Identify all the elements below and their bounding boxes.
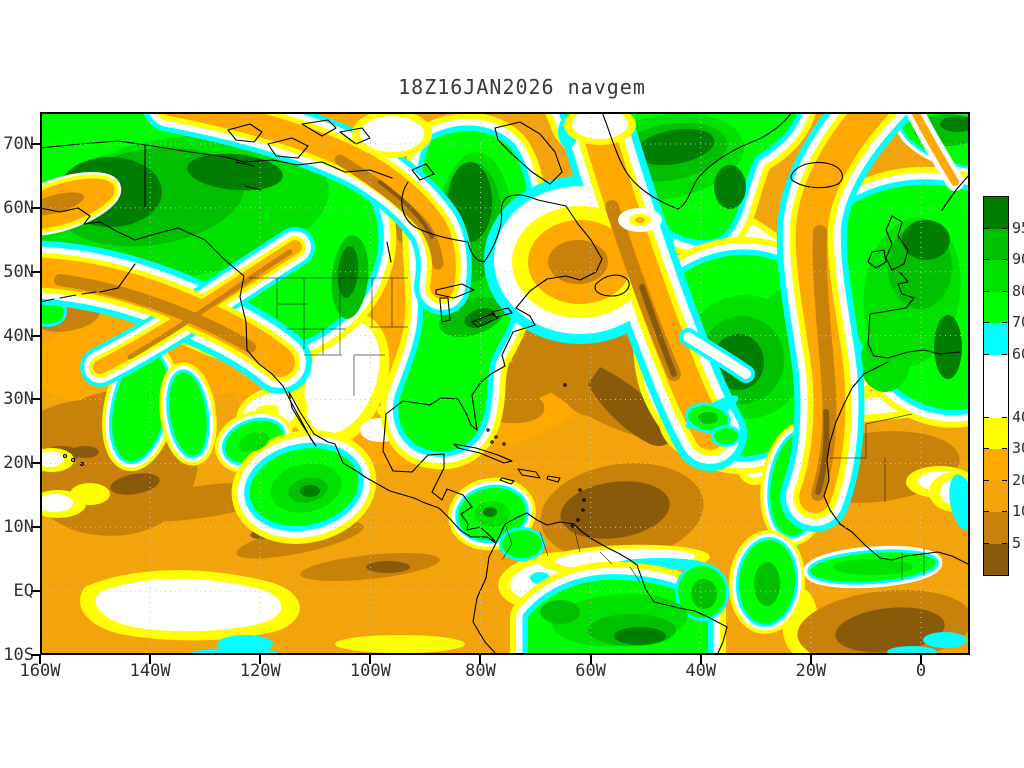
lat-tick-mark xyxy=(31,334,40,337)
lat-tick-mark xyxy=(31,206,40,209)
colorbar-boundary-tick xyxy=(984,322,989,323)
lon-tick-label: 20W xyxy=(795,661,827,681)
colorbar-boundary-tick xyxy=(1002,479,1007,481)
colorbar-label: 70 xyxy=(1012,313,1024,331)
lon-tick-mark xyxy=(699,655,702,664)
colorbar-boundary-tick xyxy=(984,448,989,449)
lat-tick-label: 10S xyxy=(3,645,34,665)
lat-tick-mark xyxy=(31,142,40,145)
colorbar-boundary-tick xyxy=(1002,353,1007,355)
lon-tick-label: 80W xyxy=(465,661,496,681)
colorbar-boundary-tick xyxy=(1002,542,1007,544)
lon-tick-mark xyxy=(589,655,592,664)
colorbar-label: 10 xyxy=(1012,502,1024,520)
colorbar-label: 5 xyxy=(1012,533,1022,552)
colorbar-label: 30 xyxy=(1012,439,1024,457)
lat-tick-mark xyxy=(31,654,40,656)
colorbar-label: 60 xyxy=(1012,344,1024,363)
colorbar-boundary-tick xyxy=(1002,259,1007,260)
rh-map-svg xyxy=(40,112,970,655)
lon-tick-label: 0 xyxy=(915,661,927,681)
lon-tick-mark xyxy=(369,655,372,664)
colorbar-label: 40 xyxy=(1012,407,1024,426)
lat-tick-mark xyxy=(31,270,40,273)
gridline-layer xyxy=(40,112,970,655)
colorbar-segment-below-5 xyxy=(984,543,1008,575)
lat-tick-label: 10N xyxy=(3,517,34,538)
lon-tick-label: 100W xyxy=(349,661,391,681)
map-panel xyxy=(40,112,970,655)
map-frame xyxy=(40,112,970,655)
lat-tick-label: 20N xyxy=(3,453,34,474)
colorbar-segment-5-10 xyxy=(984,512,1008,544)
colorbar-boundary-tick xyxy=(984,259,989,260)
colorbar-label: 95 xyxy=(1012,218,1024,237)
lat-tick-label: EQ xyxy=(13,581,34,602)
lon-tick-label: 140W xyxy=(129,661,171,681)
lon-tick-mark xyxy=(919,655,922,664)
colorbar-boundary-tick xyxy=(984,290,989,292)
lat-tick-label: 40N xyxy=(3,325,34,346)
lat-tick-mark xyxy=(31,398,40,401)
colorbar-boundary-tick xyxy=(984,511,989,512)
colorbar-boundary-tick xyxy=(1002,227,1007,229)
colorbar-boundary-tick xyxy=(1002,448,1007,449)
lon-tick-mark xyxy=(809,655,812,664)
lat-tick-label: 60N xyxy=(3,197,34,218)
lon-tick-label: 60W xyxy=(575,661,606,681)
colorbar-label: 20 xyxy=(1012,470,1024,489)
colorbar-segment-80-90 xyxy=(984,260,1008,292)
lat-tick-label: 50N xyxy=(3,261,34,282)
colorbar-boundary-tick xyxy=(984,479,989,481)
lon-tick-mark xyxy=(479,655,482,664)
lon-tick-label: 40W xyxy=(685,661,717,681)
colorbar-boundary-tick xyxy=(984,542,989,544)
colorbar-boundary-tick xyxy=(1002,416,1007,418)
colorbar-label: 90 xyxy=(1012,250,1024,268)
border-layer xyxy=(249,277,925,583)
lat-tick-label: 70N xyxy=(3,133,34,154)
colorbar-label: 80 xyxy=(1012,281,1024,300)
lon-tick-mark xyxy=(39,655,41,664)
colorbar-boundary-tick xyxy=(984,227,989,229)
lat-tick-label: 30N xyxy=(3,389,34,410)
coastline-layer xyxy=(40,112,970,655)
colorbar-boundary-tick xyxy=(1002,290,1007,292)
lon-tick-label: 120W xyxy=(239,661,281,681)
colorbar-segment-70-80 xyxy=(984,291,1008,323)
colorbar-segment-above-95 xyxy=(984,197,1008,229)
rh-fill-layer xyxy=(40,112,970,655)
lon-tick-label: 160W xyxy=(19,661,61,681)
colorbar-boundary-tick xyxy=(1002,511,1007,512)
lat-tick-mark xyxy=(31,526,40,529)
colorbar-segment-30-40 xyxy=(984,417,1008,449)
lat-tick-mark xyxy=(31,590,40,593)
colorbar-segment-10-20 xyxy=(984,480,1008,512)
lon-tick-mark xyxy=(149,655,152,664)
title-line-init: 18Z16JAN2026 navgem xyxy=(398,75,646,99)
lat-tick-mark xyxy=(31,462,40,465)
colorbar-boundary-tick xyxy=(984,416,989,418)
colorbar-segment-40-60 xyxy=(984,354,1008,418)
colorbar-segment-20-30 xyxy=(984,449,1008,481)
colorbar-segment-90-95 xyxy=(984,228,1008,260)
colorbar xyxy=(983,196,1009,576)
lon-tick-mark xyxy=(259,655,262,664)
colorbar-boundary-tick xyxy=(984,353,989,355)
colorbar-boundary-tick xyxy=(1002,322,1007,323)
colorbar-segment-60-70 xyxy=(984,323,1008,355)
